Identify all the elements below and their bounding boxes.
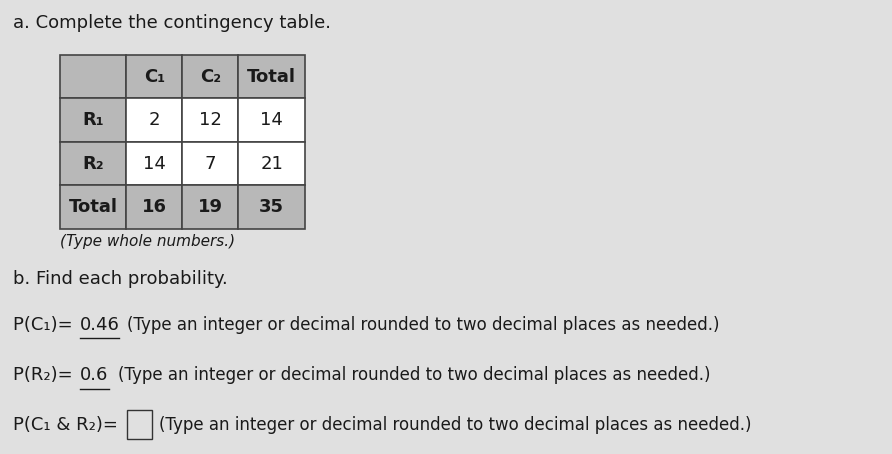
FancyBboxPatch shape (127, 55, 182, 99)
FancyBboxPatch shape (60, 99, 127, 142)
Text: (Type an integer or decimal rounded to two decimal places as needed.): (Type an integer or decimal rounded to t… (128, 316, 720, 334)
Text: R₁: R₁ (82, 111, 104, 129)
Text: Total: Total (247, 68, 296, 86)
Text: 7: 7 (204, 155, 216, 173)
FancyBboxPatch shape (182, 142, 238, 185)
FancyBboxPatch shape (60, 185, 127, 229)
Text: 14: 14 (260, 111, 283, 129)
Text: 19: 19 (198, 198, 223, 216)
Text: 0.46: 0.46 (80, 316, 120, 334)
Text: (Type an integer or decimal rounded to two decimal places as needed.): (Type an integer or decimal rounded to t… (118, 366, 710, 384)
FancyBboxPatch shape (238, 55, 305, 99)
FancyBboxPatch shape (127, 142, 182, 185)
Text: P(C₁)=: P(C₁)= (12, 316, 78, 334)
Text: 35: 35 (259, 198, 285, 216)
Text: 2: 2 (149, 111, 161, 129)
Text: a. Complete the contingency table.: a. Complete the contingency table. (12, 14, 331, 32)
Text: R₂: R₂ (82, 155, 104, 173)
FancyBboxPatch shape (182, 55, 238, 99)
Text: P(R₂)=: P(R₂)= (12, 366, 78, 384)
FancyBboxPatch shape (127, 185, 182, 229)
FancyBboxPatch shape (238, 142, 305, 185)
FancyBboxPatch shape (127, 99, 182, 142)
Text: 12: 12 (199, 111, 222, 129)
Text: (Type an integer or decimal rounded to two decimal places as needed.): (Type an integer or decimal rounded to t… (159, 416, 751, 434)
Text: 16: 16 (142, 198, 167, 216)
FancyBboxPatch shape (238, 185, 305, 229)
Text: Total: Total (69, 198, 118, 216)
FancyBboxPatch shape (182, 185, 238, 229)
Text: 0.6: 0.6 (80, 366, 109, 384)
FancyBboxPatch shape (60, 142, 127, 185)
Text: P(C₁ & R₂)=: P(C₁ & R₂)= (12, 416, 123, 434)
Text: b. Find each probability.: b. Find each probability. (12, 270, 227, 288)
Text: 14: 14 (143, 155, 166, 173)
FancyBboxPatch shape (60, 55, 127, 99)
Text: C₂: C₂ (200, 68, 221, 86)
Text: (Type whole numbers.): (Type whole numbers.) (60, 234, 235, 249)
Text: 21: 21 (260, 155, 283, 173)
FancyBboxPatch shape (127, 410, 152, 439)
Text: C₁: C₁ (144, 68, 165, 86)
FancyBboxPatch shape (182, 99, 238, 142)
FancyBboxPatch shape (238, 99, 305, 142)
